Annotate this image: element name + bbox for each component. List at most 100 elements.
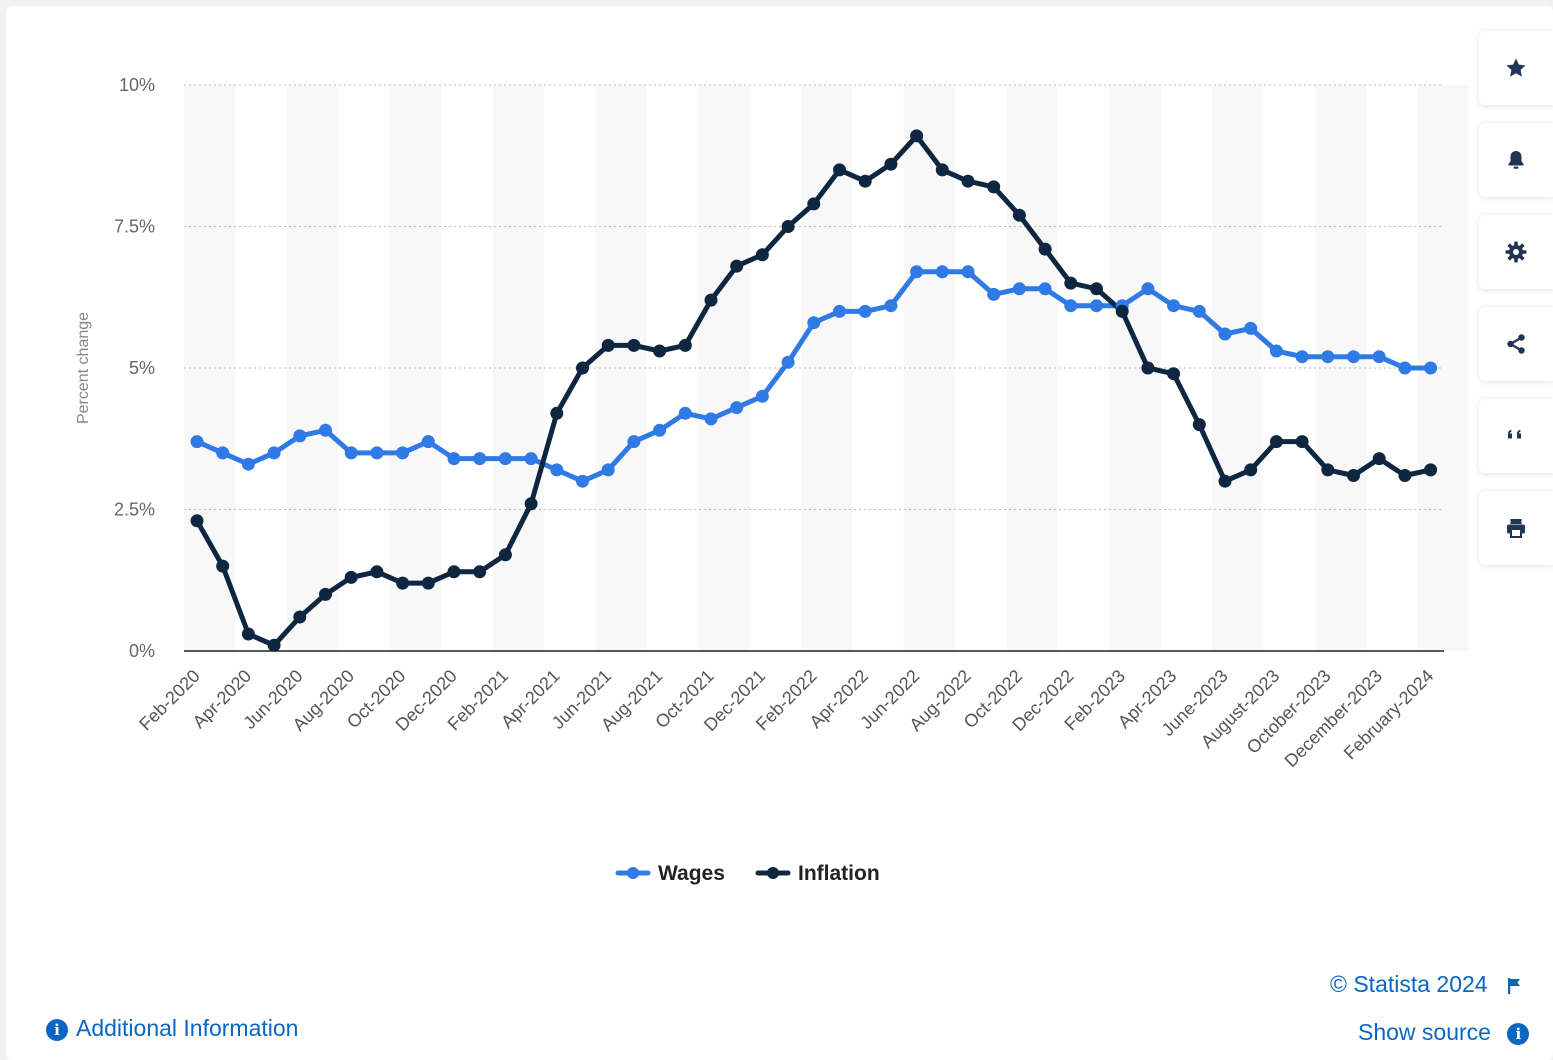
data-point-wages[interactable] [678, 406, 692, 420]
data-point-inflation[interactable] [1090, 282, 1103, 296]
data-point-inflation[interactable] [1244, 463, 1258, 477]
data-point-inflation[interactable] [190, 514, 204, 528]
data-point-inflation[interactable] [319, 587, 332, 601]
data-point-wages[interactable] [755, 389, 769, 403]
data-point-wages[interactable] [1424, 361, 1438, 375]
data-point-wages[interactable] [1244, 321, 1258, 335]
data-point-wages[interactable] [858, 304, 872, 318]
data-point-inflation[interactable] [1321, 463, 1335, 477]
data-point-inflation[interactable] [858, 174, 872, 188]
data-point-inflation[interactable] [910, 129, 924, 143]
data-point-inflation[interactable] [1218, 474, 1232, 488]
data-point-inflation[interactable] [447, 565, 461, 579]
data-point-wages[interactable] [1321, 350, 1335, 364]
legend-item-wages[interactable]: Wages [615, 862, 725, 885]
data-point-wages[interactable] [807, 316, 821, 330]
data-point-wages[interactable] [833, 304, 846, 318]
data-point-inflation[interactable] [473, 565, 487, 579]
show-source-link[interactable]: Show source i [1358, 1019, 1530, 1046]
data-point-inflation[interactable] [1424, 463, 1438, 477]
share-button[interactable] [1479, 307, 1553, 381]
data-point-inflation[interactable] [370, 565, 384, 579]
additional-information-link[interactable]: i Additional Information [46, 1015, 298, 1042]
data-point-wages[interactable] [704, 412, 718, 426]
data-point-inflation[interactable] [524, 497, 538, 511]
data-point-inflation[interactable] [344, 570, 358, 584]
data-point-inflation[interactable] [935, 163, 949, 177]
data-point-wages[interactable] [730, 401, 744, 415]
data-point-inflation[interactable] [961, 174, 975, 188]
data-point-inflation[interactable] [1038, 242, 1052, 256]
data-point-wages[interactable] [1012, 282, 1026, 296]
data-point-wages[interactable] [935, 265, 949, 279]
data-point-inflation[interactable] [1115, 304, 1129, 318]
data-point-wages[interactable] [293, 429, 307, 443]
data-point-wages[interactable] [319, 423, 332, 437]
data-point-inflation[interactable] [704, 293, 718, 307]
legend-item-inflation[interactable]: Inflation [755, 862, 880, 885]
favorite-button[interactable] [1479, 31, 1553, 105]
data-point-inflation[interactable] [1167, 367, 1181, 381]
data-point-wages[interactable] [396, 446, 410, 460]
data-point-wages[interactable] [1295, 350, 1309, 364]
data-point-inflation[interactable] [987, 180, 1001, 194]
data-point-inflation[interactable] [833, 163, 846, 177]
data-point-wages[interactable] [1192, 304, 1206, 318]
data-point-wages[interactable] [550, 463, 564, 477]
data-point-inflation[interactable] [781, 220, 795, 233]
data-point-wages[interactable] [421, 435, 435, 449]
data-point-inflation[interactable] [807, 197, 821, 211]
notification-button[interactable] [1479, 123, 1553, 197]
data-point-inflation[interactable] [216, 559, 230, 573]
data-point-wages[interactable] [910, 265, 924, 279]
data-point-inflation[interactable] [550, 406, 564, 420]
copyright-link[interactable]: © Statista 2024 [1330, 971, 1522, 998]
data-point-wages[interactable] [961, 265, 975, 279]
data-point-inflation[interactable] [884, 157, 898, 171]
data-point-wages[interactable] [1038, 282, 1052, 296]
data-point-wages[interactable] [524, 452, 538, 466]
data-point-inflation[interactable] [293, 610, 307, 624]
cite-button[interactable] [1479, 399, 1553, 473]
data-point-inflation[interactable] [267, 638, 281, 652]
data-point-wages[interactable] [216, 446, 230, 460]
data-point-inflation[interactable] [1269, 435, 1283, 449]
data-point-wages[interactable] [1372, 350, 1386, 364]
data-point-wages[interactable] [1064, 299, 1078, 313]
data-point-wages[interactable] [601, 463, 615, 477]
data-point-inflation[interactable] [653, 344, 667, 358]
data-point-wages[interactable] [1218, 327, 1232, 341]
data-point-wages[interactable] [884, 299, 898, 313]
data-point-inflation[interactable] [601, 338, 615, 352]
data-point-inflation[interactable] [627, 338, 641, 352]
data-point-wages[interactable] [344, 446, 358, 460]
data-point-inflation[interactable] [1064, 276, 1078, 290]
data-point-inflation[interactable] [730, 259, 744, 273]
data-point-wages[interactable] [1398, 361, 1412, 375]
data-point-wages[interactable] [1269, 344, 1283, 358]
data-point-wages[interactable] [576, 474, 589, 488]
data-point-inflation[interactable] [678, 338, 692, 352]
data-point-wages[interactable] [653, 423, 667, 437]
data-point-wages[interactable] [1347, 350, 1360, 364]
data-point-wages[interactable] [1141, 282, 1155, 296]
data-point-wages[interactable] [370, 446, 384, 460]
data-point-inflation[interactable] [576, 361, 589, 375]
data-point-wages[interactable] [498, 452, 512, 466]
data-point-inflation[interactable] [498, 548, 512, 562]
data-point-inflation[interactable] [1347, 469, 1360, 482]
data-point-inflation[interactable] [1295, 435, 1309, 449]
data-point-wages[interactable] [987, 287, 1001, 301]
data-point-wages[interactable] [190, 435, 204, 449]
settings-button[interactable] [1479, 215, 1553, 289]
data-point-wages[interactable] [627, 435, 641, 449]
data-point-wages[interactable] [473, 452, 487, 466]
data-point-inflation[interactable] [1012, 208, 1026, 222]
data-point-inflation[interactable] [421, 576, 435, 590]
data-point-inflation[interactable] [396, 576, 410, 590]
data-point-inflation[interactable] [755, 248, 769, 262]
data-point-wages[interactable] [241, 457, 255, 471]
print-button[interactable] [1479, 491, 1553, 565]
data-point-inflation[interactable] [1398, 469, 1412, 482]
data-point-inflation[interactable] [1192, 418, 1206, 432]
